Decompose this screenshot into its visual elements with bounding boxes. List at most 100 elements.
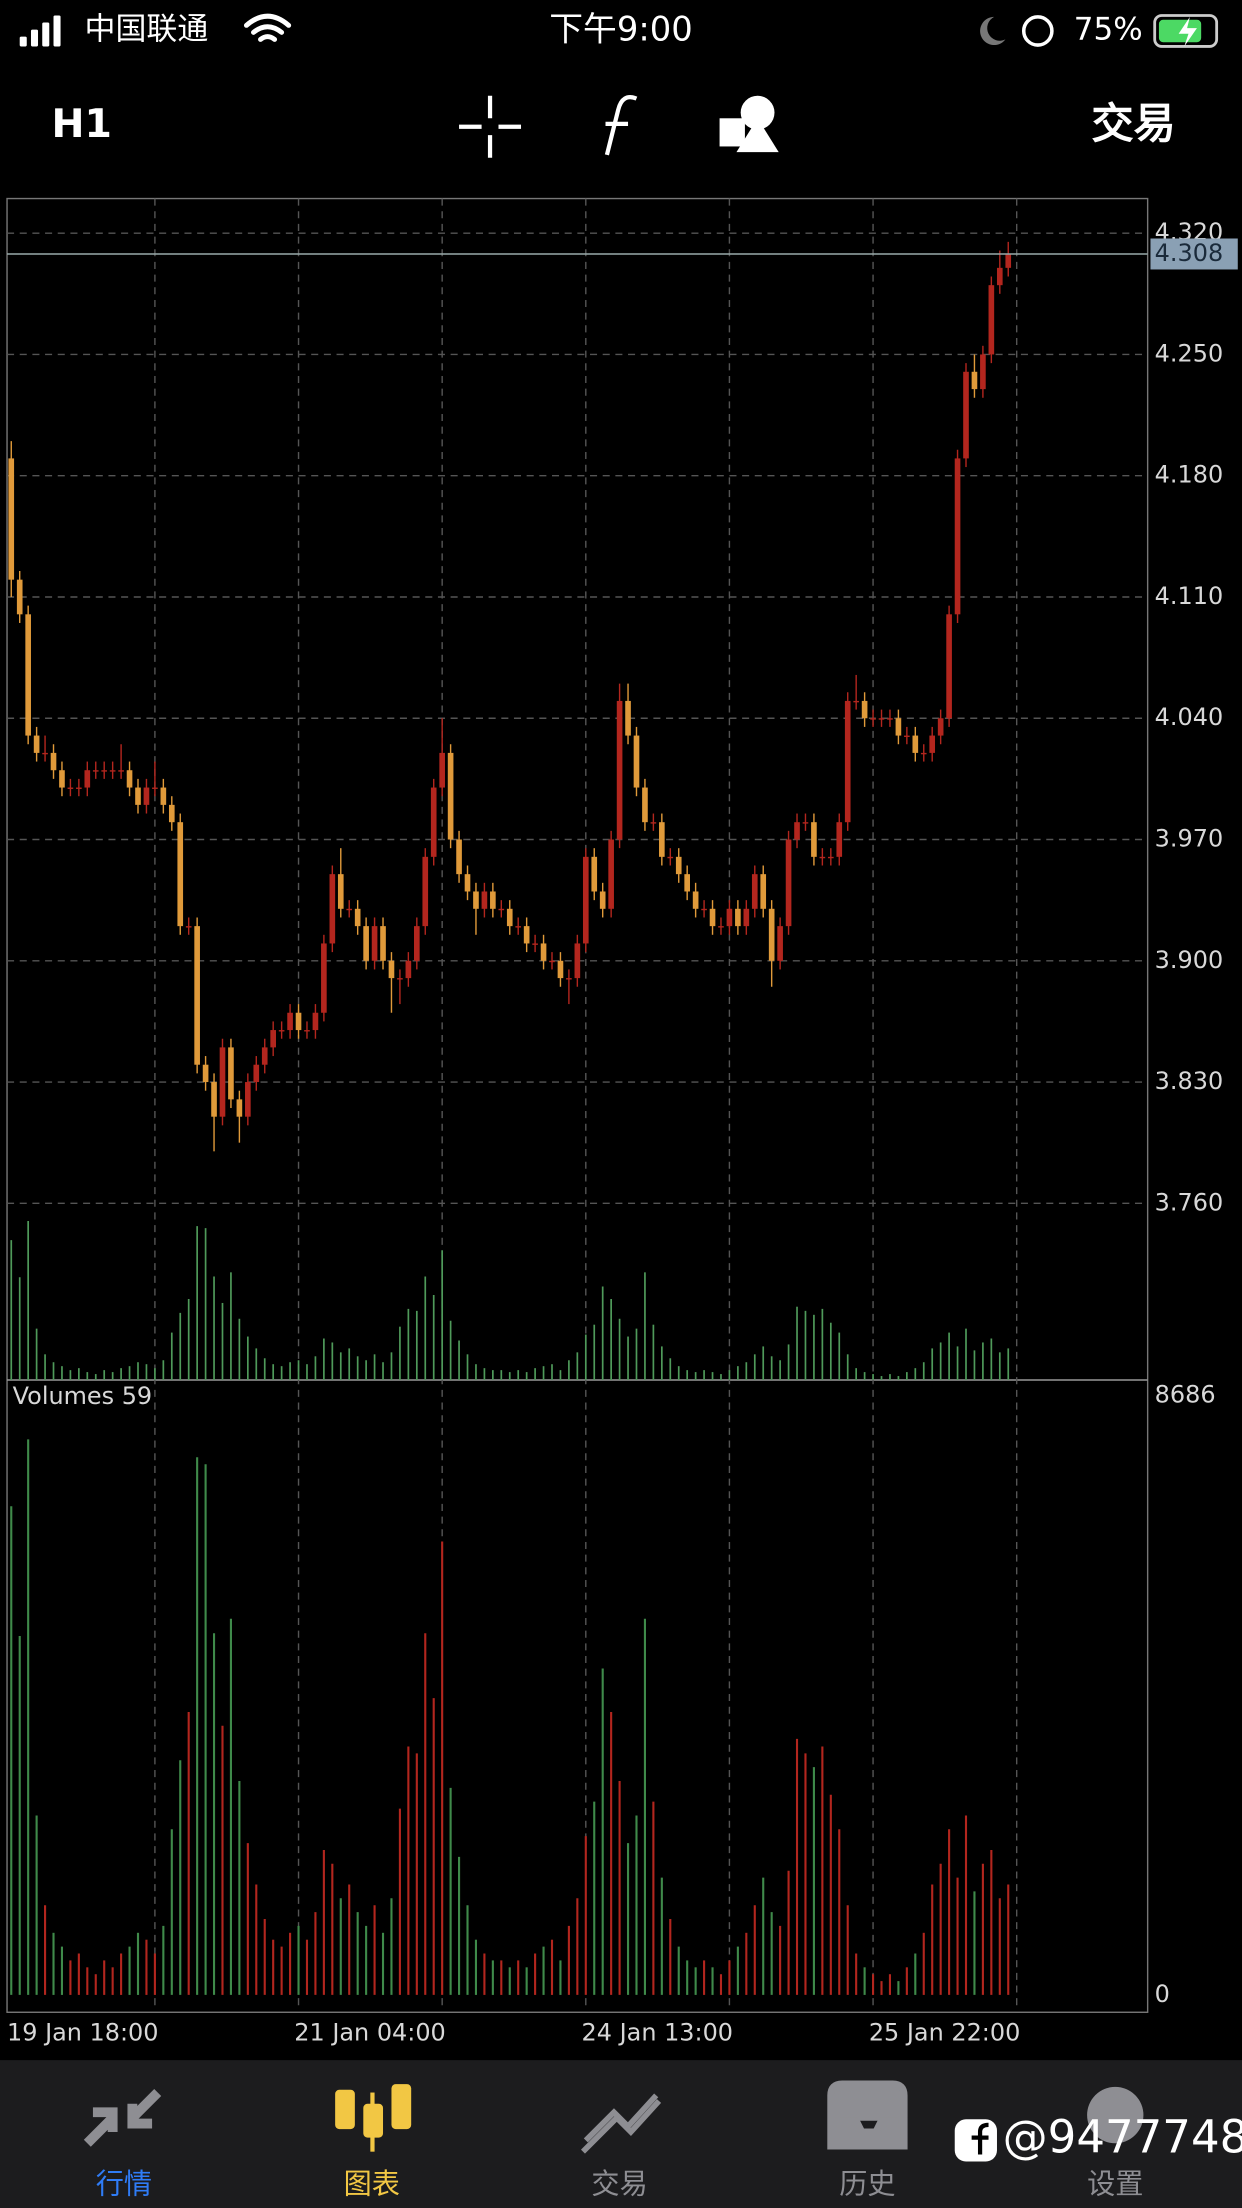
trade-icon[interactable] (580, 2093, 662, 2154)
y-tick-label: 8686 (1155, 1380, 1216, 1408)
candle-body (870, 718, 876, 720)
candle-body (498, 908, 505, 911)
candle-body (143, 787, 150, 805)
tab-label[interactable]: 图表 (344, 2167, 400, 2200)
tab-label[interactable]: 历史 (839, 2167, 895, 2200)
candle-body (337, 874, 344, 909)
candle-body (591, 856, 598, 892)
candle-body (971, 371, 978, 390)
y-tick-label: 3.760 (1155, 1188, 1223, 1216)
candle-body (608, 839, 614, 909)
candle-body (709, 908, 716, 927)
candle-body (447, 752, 454, 840)
crosshair-icon[interactable] (459, 95, 522, 158)
y-tick-label: 4.110 (1155, 582, 1223, 610)
candle-body (380, 926, 386, 961)
candle-body (574, 943, 581, 979)
candle-body (692, 891, 699, 909)
candle-body (616, 700, 623, 840)
clock: 下午9:00 (549, 9, 692, 48)
candle-body (25, 614, 31, 736)
watermark: @9477748 (1003, 2110, 1242, 2163)
x-tick-label: 19 Jan 18:00 (7, 2018, 158, 2046)
candle-body (101, 770, 108, 772)
candle-body (481, 891, 488, 909)
candle-body (430, 787, 437, 857)
candle-body (228, 1047, 234, 1100)
signal-icon (19, 15, 61, 47)
candle-body (828, 856, 834, 859)
tab-label[interactable]: 交易 (591, 2167, 647, 2200)
candle-body (67, 787, 74, 789)
candle-body (946, 614, 952, 719)
candle-body (887, 718, 893, 720)
x-tick-label: 21 Jan 04:00 (294, 2018, 445, 2046)
candle-body (963, 371, 969, 459)
candle-body (321, 943, 327, 1013)
quotes-icon[interactable] (83, 2089, 162, 2147)
candle-body (777, 926, 783, 961)
candle-body (109, 770, 116, 772)
candle-body (743, 908, 750, 927)
candle-body (1005, 253, 1012, 268)
candle-body (844, 700, 851, 823)
tab-label[interactable]: 设置 (1087, 2167, 1143, 2200)
y-tick-label: 0 (1155, 1980, 1170, 2008)
candle-body (473, 891, 479, 909)
current-price-label: 4.308 (1155, 239, 1223, 267)
candle-body (954, 458, 961, 615)
battery-icon (1153, 14, 1219, 48)
candle-body (549, 960, 555, 963)
y-tick-label: 3.900 (1155, 946, 1223, 974)
candle-body (278, 1030, 285, 1032)
candle-body (456, 839, 462, 875)
candle-body (988, 285, 995, 355)
candle-body (633, 735, 640, 788)
candle-body (920, 752, 927, 755)
candle-body (566, 978, 572, 980)
candle-body (261, 1047, 268, 1065)
chart-icon[interactable] (335, 2084, 412, 2152)
candle-body (811, 822, 817, 857)
candle-body (76, 787, 82, 789)
history-icon[interactable] (827, 2080, 908, 2150)
candle-body (270, 1030, 276, 1048)
candle-body (312, 1012, 319, 1031)
candle-body (295, 1012, 302, 1031)
candle-body (464, 874, 471, 892)
y-tick-label: 4.040 (1155, 703, 1223, 731)
volume-title: Volumes 59 (13, 1382, 152, 1410)
candle-body (980, 354, 986, 390)
objects-icon[interactable] (719, 95, 779, 153)
y-tick-label: 3.830 (1155, 1067, 1223, 1095)
x-tick-label: 25 Jan 22:00 (869, 2018, 1020, 2046)
carrier: 中国联通 (84, 11, 208, 47)
candle-body (363, 926, 369, 961)
candle-body (50, 752, 57, 771)
candle-body (667, 856, 674, 859)
indicator-icon[interactable] (604, 95, 638, 156)
candle-body (853, 700, 859, 703)
candle-body (996, 267, 1003, 286)
candle-body (735, 908, 741, 927)
candle-body (895, 718, 902, 736)
timeframe[interactable]: H1 (51, 101, 111, 147)
candle-body (354, 908, 361, 927)
candle-body (768, 908, 775, 961)
candle-body (582, 856, 589, 944)
candle-body (904, 735, 910, 737)
tab-label[interactable]: 行情 (96, 2167, 152, 2200)
candle-body (439, 752, 445, 788)
candle-body (135, 787, 141, 805)
candle-body (126, 770, 133, 788)
candle-body (515, 926, 522, 928)
wifi-icon (243, 13, 292, 42)
settings-icon[interactable] (1087, 2086, 1144, 2144)
candle-body (659, 822, 665, 857)
trade-button[interactable]: 交易 (1091, 99, 1175, 148)
candle-body (168, 804, 175, 823)
candle-body (160, 787, 167, 805)
candle-body (819, 856, 826, 859)
candle-body (532, 943, 538, 945)
